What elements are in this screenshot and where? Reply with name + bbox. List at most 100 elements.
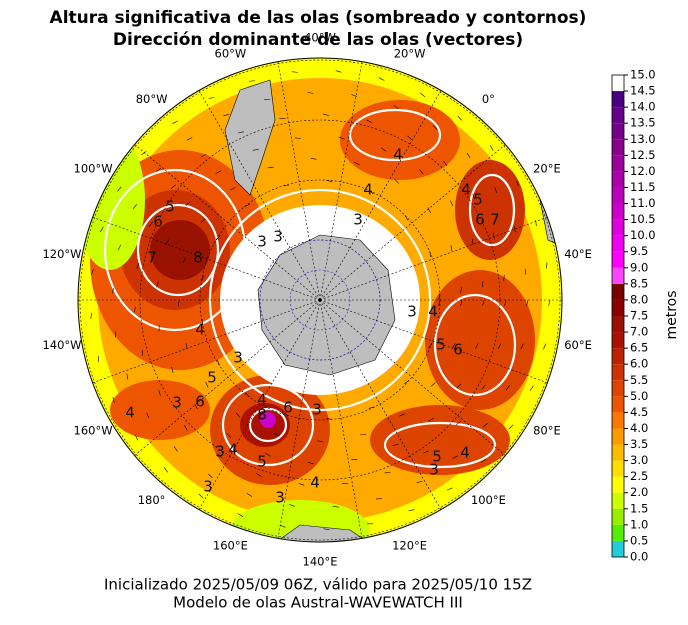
contour-label: 4 [460,444,470,462]
colorbar-segment [612,477,624,493]
colorbar-tick-label: 7.5 [630,309,648,323]
colorbar-segment [612,187,624,203]
contour-label: 3 [172,394,182,412]
colorbar-tick-label: 1.0 [630,517,648,531]
contour-label: 3 [215,443,225,461]
colorbar-segment [612,155,624,171]
colorbar-segment [612,268,624,284]
contour-label: 7 [147,249,157,267]
colorbar-segment [612,493,624,509]
contour-label: 5 [165,198,175,216]
contour-label: 6 [453,341,463,359]
colorbar-segment [612,252,624,268]
longitude-label: 140°E [303,555,338,569]
contour-label: 3 [233,349,243,367]
colorbar-tick-label: 12.5 [630,148,656,162]
contour-label: 6 [283,399,293,417]
colorbar-tick-label: 15.0 [630,68,656,82]
contour-label: 6 [195,393,205,411]
colorbar-tick-label: 8.5 [630,276,648,290]
colorbar-tick-label: 11.5 [630,180,656,194]
colorbar-tick-label: 0.5 [630,533,648,547]
colorbar-segment [612,91,624,107]
colorbar-tick-label: 6.5 [630,341,648,355]
colorbar-segment [612,380,624,396]
colorbar-tick-label: 5.0 [630,389,648,403]
colorbar-tick-label: 3.0 [630,453,648,467]
map [70,50,570,560]
longitude-label: 40°E [564,247,592,261]
longitude-label: 60°E [564,338,592,352]
colorbar-label: metros [664,290,680,339]
colorbar-tick-label: 14.0 [630,100,656,114]
longitude-label: 120°E [392,539,427,553]
longitude-label: 120°W [42,247,81,261]
colorbar-tick-label: 8.0 [630,292,648,306]
contour-label: 4 [461,181,471,199]
colorbar-segment [612,332,624,348]
contour-label: 6 [475,211,485,229]
colorbar-tick-label: 9.5 [630,244,648,258]
contour-label: 8 [257,406,267,424]
contour-label: 3 [429,461,439,479]
colorbar-tick-label: 13.0 [630,132,656,146]
colorbar-tick-label: 2.0 [630,485,648,499]
colorbar-tick-label: 10.5 [630,212,656,226]
colorbar-tick-label: 10.0 [630,228,656,242]
colorbar-segment [612,396,624,412]
colorbar-tick-label: 13.5 [630,116,656,130]
colorbar-segment [612,220,624,236]
contour-label: 4 [310,474,320,492]
colorbar-segment [612,412,624,428]
colorbar-tick-label: 2.5 [630,469,648,483]
contour-label: 3 [275,489,285,507]
colorbar-tick-label: 1.5 [630,501,648,515]
contour-label: 4 [428,303,438,321]
footer-line: Modelo de olas Austral-WAVEWATCH III [173,594,463,612]
colorbar-tick-label: 7.0 [630,325,648,339]
colorbar-tick-label: 4.0 [630,421,648,435]
colorbar-tick-label: 12.0 [630,164,656,178]
contour-label: 3 [273,228,283,246]
longitude-label: 0° [482,92,495,106]
longitude-label: 100°E [471,493,506,507]
colorbar-segment [612,445,624,461]
colorbar-tick-label: 5.5 [630,373,648,387]
longitude-label: 180° [138,493,166,507]
colorbar-segment [612,171,624,187]
longitude-label: 20°W [394,46,426,60]
contour-label: 5 [257,453,267,471]
longitude-label: 80°E [533,424,561,438]
colorbar-segment [612,461,624,477]
colorbar-segment [612,284,624,300]
colorbar-segment [612,300,624,316]
contour-label: 3 [353,211,363,229]
colorbar-segment [612,541,624,557]
contour-label: 5 [207,369,217,387]
contour-label: 5 [473,191,483,209]
colorbar-segment [612,204,624,220]
colorbar-segment [612,107,624,123]
contour-label: 4 [125,404,135,422]
longitude-label: 40°W [304,31,336,45]
colorbar-segment [612,123,624,139]
colorbar-tick-label: 14.5 [630,84,656,98]
title-line: Altura significativa de las olas (sombre… [50,8,587,28]
contour-label: 3 [312,401,322,419]
contour-label: 3 [407,303,417,321]
contour-label: 7 [490,211,500,229]
contour-label: 6 [153,213,163,231]
contour-label: 4 [195,321,205,339]
contour-label: 4 [363,181,373,199]
longitude-label: 160°E [213,539,248,553]
colorbar-segment [612,525,624,541]
footer-line: Inicializado 2025/05/09 06Z, válido para… [104,576,532,594]
longitude-label: 80°W [136,92,168,106]
contour-label: 5 [436,336,446,354]
longitude-label: 140°W [42,338,81,352]
contour-label: 3 [257,233,267,251]
colorbar-segment [612,509,624,525]
contour-label: 4 [228,441,238,459]
colorbar-tick-label: 6.0 [630,357,648,371]
